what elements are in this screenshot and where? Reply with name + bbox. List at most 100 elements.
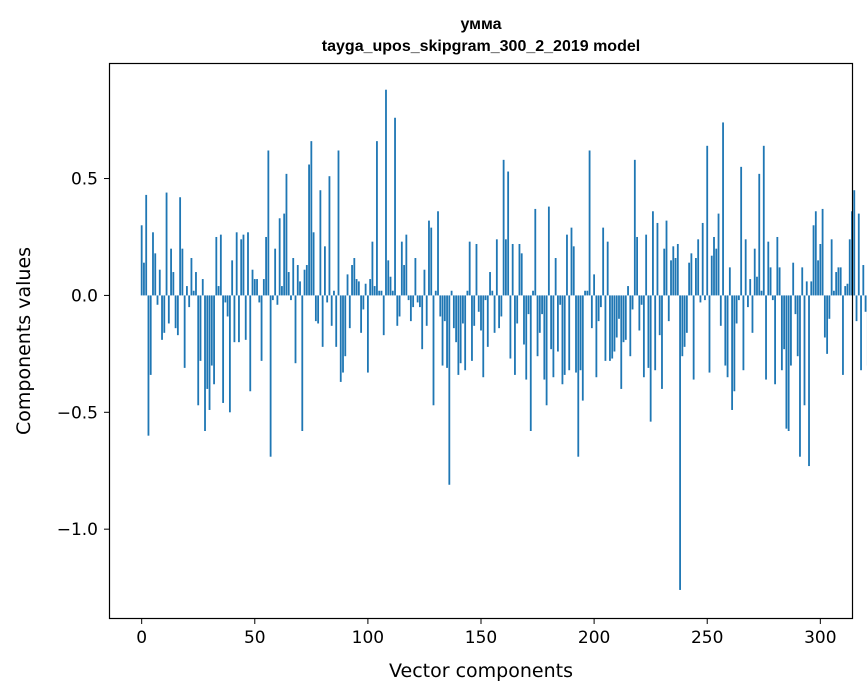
bar-318 <box>860 295 862 371</box>
bar-172 <box>529 295 532 431</box>
bar-75 <box>310 141 313 296</box>
bar-93 <box>351 265 353 296</box>
bar-60 <box>276 295 279 305</box>
bar-261 <box>731 295 734 410</box>
bar-296 <box>810 281 813 296</box>
bar-22 <box>190 258 193 296</box>
bar-251 <box>708 295 711 373</box>
bar-52 <box>258 295 261 303</box>
bar-73 <box>305 265 308 296</box>
bar-99 <box>364 283 367 296</box>
x-tick-label-3: 150 <box>465 628 497 648</box>
bar-102 <box>371 241 374 296</box>
bar-138 <box>452 295 455 329</box>
bar-269 <box>749 279 752 296</box>
x-axis-label: Vector components <box>389 660 573 682</box>
bar-17 <box>179 197 182 296</box>
bar-42 <box>235 232 238 296</box>
bar-289 <box>794 295 797 315</box>
bars-group <box>140 89 867 590</box>
bar-213 <box>622 295 625 343</box>
bar-171 <box>527 295 530 315</box>
x-tick-label-2: 100 <box>352 628 384 648</box>
bar-295 <box>808 295 810 467</box>
y-axis-label: Components values <box>13 247 35 435</box>
bar-118 <box>407 295 410 301</box>
bar-26 <box>199 295 202 361</box>
bar-54 <box>262 279 265 296</box>
bar-72 <box>303 269 306 296</box>
bar-8 <box>158 269 161 296</box>
bar-297 <box>812 225 815 296</box>
bar-18 <box>181 248 184 296</box>
bar-192 <box>575 295 577 373</box>
bar-50 <box>253 279 256 296</box>
bar-129 <box>432 295 435 406</box>
bar-69 <box>296 265 299 296</box>
bar-159 <box>500 295 503 317</box>
bar-83 <box>328 176 331 296</box>
bar-235 <box>672 246 675 296</box>
bar-110 <box>389 276 392 296</box>
bar-82 <box>326 295 329 303</box>
bar-254 <box>715 248 718 296</box>
bar-7 <box>156 295 159 305</box>
bar-234 <box>670 260 672 296</box>
bar-65 <box>287 272 290 296</box>
bar-155 <box>491 290 494 296</box>
bar-97 <box>360 295 363 333</box>
bar-71 <box>301 295 304 431</box>
bar-304 <box>828 295 831 319</box>
bar-285 <box>785 295 788 429</box>
bar-88 <box>339 295 342 382</box>
bar-243 <box>690 253 693 296</box>
bar-283 <box>780 295 783 371</box>
bar-265 <box>740 166 743 296</box>
bar-268 <box>747 295 749 308</box>
bar-23 <box>192 290 195 296</box>
bar-228 <box>656 222 659 296</box>
bar-111 <box>391 290 394 296</box>
bar-250 <box>706 145 709 296</box>
bar-101 <box>369 279 372 296</box>
bar-12 <box>167 295 170 324</box>
bar-292 <box>801 267 804 296</box>
bar-46 <box>244 295 247 340</box>
bar-200 <box>593 274 596 296</box>
bar-13 <box>170 248 172 296</box>
bar-280 <box>774 295 776 385</box>
bar-38 <box>226 295 229 317</box>
bar-79 <box>319 190 322 296</box>
bar-173 <box>532 290 534 296</box>
bar-219 <box>636 236 638 296</box>
bar-194 <box>579 295 582 371</box>
bar-211 <box>618 295 620 319</box>
bar-262 <box>733 295 736 392</box>
bar-247 <box>699 295 702 303</box>
bar-27 <box>201 279 204 296</box>
bar-134 <box>443 295 446 322</box>
bar-293 <box>803 295 806 406</box>
bar-66 <box>290 295 292 301</box>
bar-311 <box>844 286 847 296</box>
bar-310 <box>842 295 844 375</box>
bar-290 <box>796 295 799 357</box>
bar-153 <box>486 295 489 347</box>
bar-92 <box>348 295 351 329</box>
bar-137 <box>450 290 453 296</box>
bar-124 <box>421 295 424 350</box>
bar-257 <box>722 122 724 296</box>
bar-245 <box>695 258 697 296</box>
bar-39 <box>228 295 231 413</box>
bar-4 <box>149 295 152 375</box>
bar-271 <box>753 248 756 296</box>
bar-157 <box>495 239 498 296</box>
bar-1 <box>143 262 145 296</box>
bar-316 <box>855 295 858 322</box>
y-axis-ticks: 0.5 0.0 −0.5 −1.0 <box>57 170 110 540</box>
bar-77 <box>314 295 317 322</box>
bar-103 <box>373 286 376 296</box>
bar-231 <box>663 248 666 296</box>
bar-147 <box>473 295 476 326</box>
bar-109 <box>387 260 390 296</box>
